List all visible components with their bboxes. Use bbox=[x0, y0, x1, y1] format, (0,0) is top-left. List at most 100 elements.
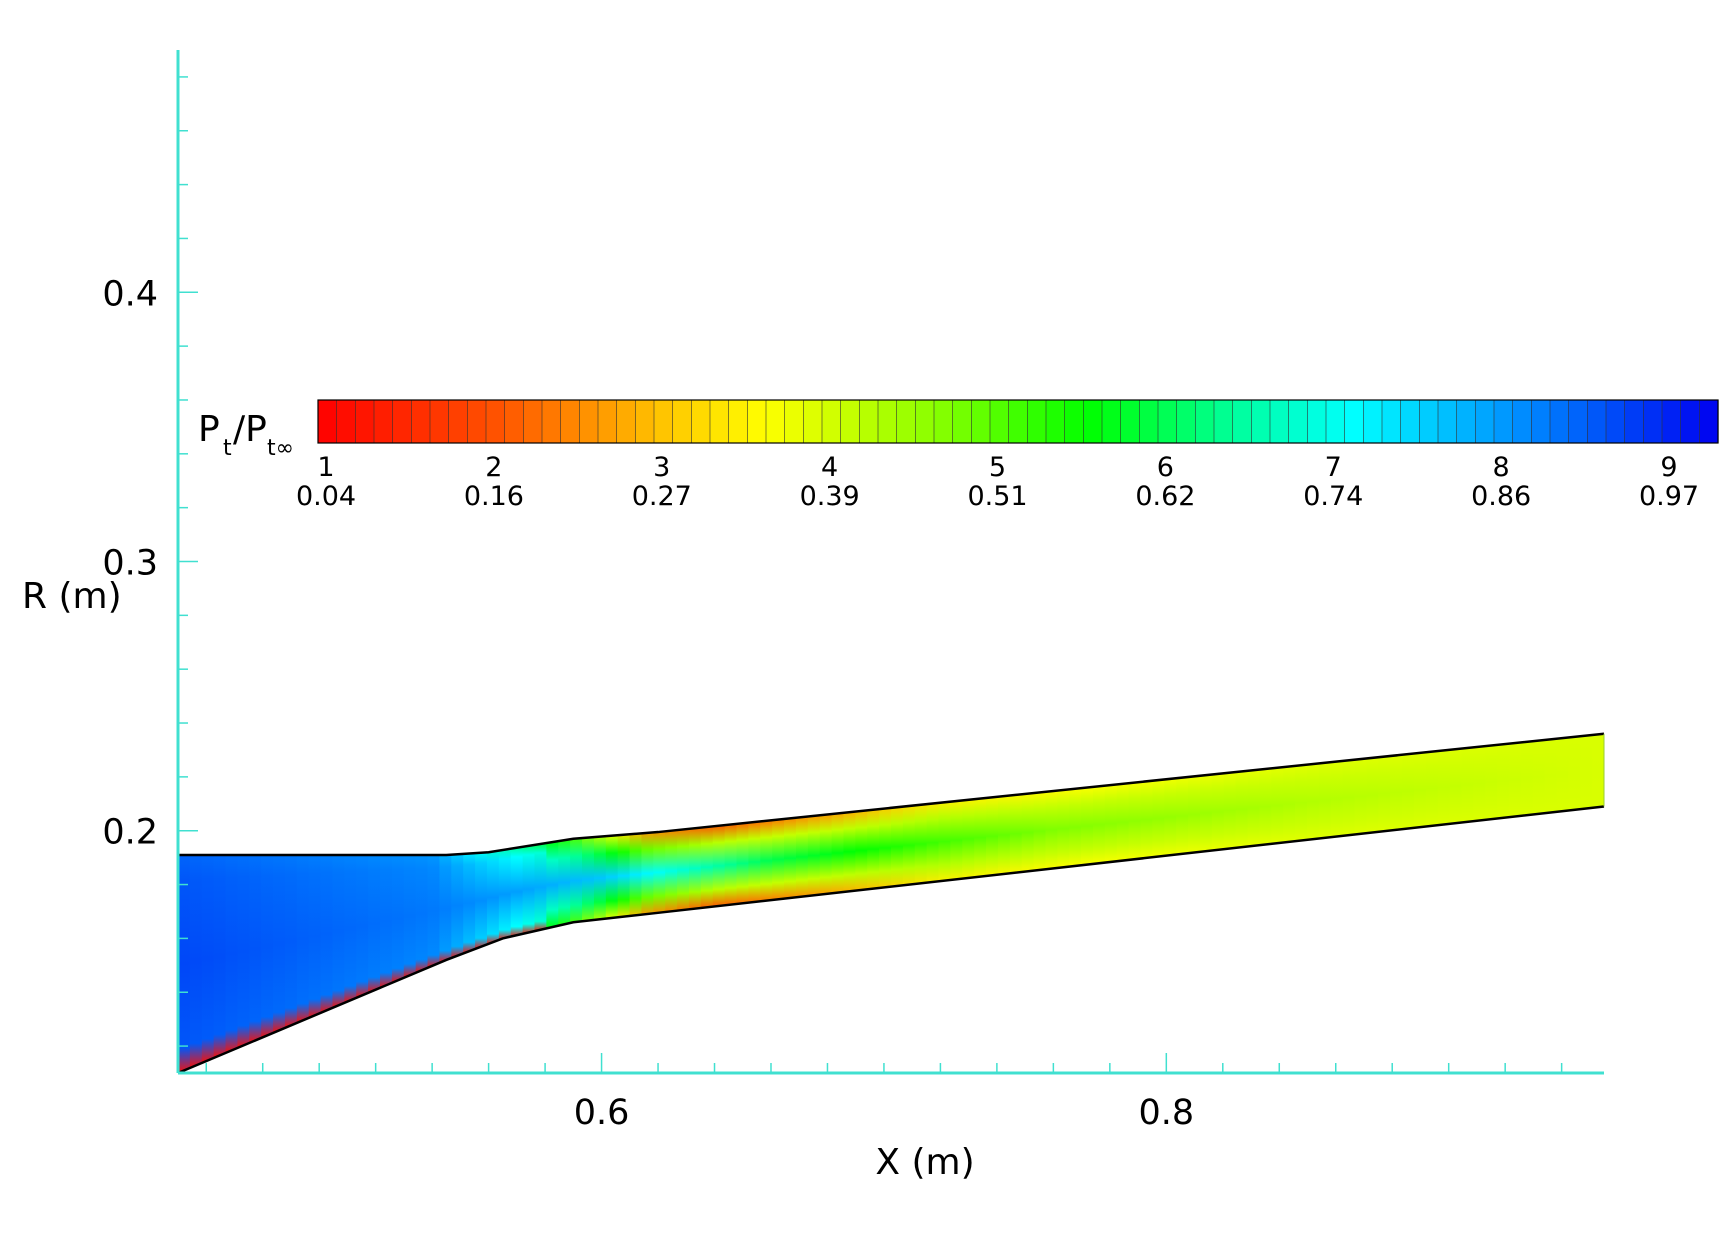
colorbar-cell bbox=[765, 399, 786, 444]
field-strip bbox=[1449, 747, 1463, 825]
colorbar-cell bbox=[1643, 399, 1663, 444]
field-strip bbox=[617, 833, 631, 919]
pressure-field bbox=[178, 733, 1604, 1073]
colorbar-cell bbox=[1549, 399, 1570, 444]
y-axis-title: R (m) bbox=[22, 576, 122, 617]
field-strip bbox=[296, 853, 310, 1024]
colorbar-cell bbox=[1419, 399, 1439, 444]
colorbar-title-main: P bbox=[198, 409, 220, 450]
field-strip bbox=[891, 805, 905, 888]
colorbar-cell bbox=[467, 399, 487, 444]
field-strip bbox=[1199, 773, 1214, 853]
colorbar-cell bbox=[392, 399, 412, 444]
colorbar-cell bbox=[485, 399, 506, 444]
x-tick-label: 0.8 bbox=[1138, 1093, 1194, 1133]
colorbar-cell bbox=[1381, 399, 1402, 444]
field-strip bbox=[570, 837, 584, 924]
colorbar-title-sub2: t∞ bbox=[267, 436, 294, 461]
colorbar-value-label: 0.27 bbox=[632, 481, 692, 512]
colorbar-cell bbox=[709, 399, 730, 444]
field-strip bbox=[1188, 774, 1202, 855]
colorbar-cell bbox=[672, 399, 692, 444]
colorbar-cell bbox=[597, 399, 618, 444]
field-strip bbox=[700, 825, 714, 910]
field-strip bbox=[1104, 783, 1118, 864]
colorbar-frame bbox=[317, 399, 1719, 444]
field-strip bbox=[724, 822, 738, 907]
field-strip bbox=[380, 853, 394, 989]
colorbar-cell bbox=[429, 399, 450, 444]
field-strip bbox=[1437, 748, 1451, 827]
field-strip bbox=[284, 853, 299, 1029]
field-strip bbox=[748, 820, 762, 904]
colorbar-value-label: 0.16 bbox=[464, 481, 524, 512]
field-strip bbox=[712, 824, 726, 908]
field-strip bbox=[498, 847, 512, 941]
colorbar-cell bbox=[1195, 399, 1215, 444]
field-strip bbox=[356, 853, 370, 999]
colorbar-cell bbox=[1661, 399, 1682, 444]
field-strip bbox=[1366, 756, 1380, 835]
field-strip bbox=[1211, 772, 1225, 852]
field-strip bbox=[1045, 789, 1059, 871]
field-strip bbox=[760, 819, 774, 903]
field-strip bbox=[1009, 793, 1023, 875]
field-strip bbox=[261, 853, 275, 1039]
field-strip bbox=[415, 853, 429, 974]
field-strip bbox=[439, 853, 453, 964]
field-strip bbox=[1259, 767, 1273, 847]
field-strip bbox=[593, 835, 607, 921]
field-strip bbox=[1390, 753, 1404, 832]
field-strip bbox=[1520, 740, 1534, 817]
field-strip bbox=[867, 808, 881, 891]
field-strip bbox=[1081, 785, 1095, 867]
colorbar-value-label: 0.04 bbox=[296, 481, 356, 512]
field-strip bbox=[1461, 746, 1475, 824]
field-strip bbox=[926, 801, 940, 884]
colorbar-value-label: 0.74 bbox=[1303, 481, 1363, 512]
colorbar-cell bbox=[1027, 399, 1047, 444]
field-strip bbox=[641, 831, 655, 916]
colorbar-title: P t /P t∞ bbox=[198, 409, 294, 461]
field-strip bbox=[1235, 769, 1249, 849]
field-strip bbox=[403, 853, 417, 979]
field-strip bbox=[1330, 759, 1344, 839]
colorbar-cell bbox=[504, 399, 524, 444]
colorbar-cell bbox=[877, 399, 898, 444]
colorbar-cell bbox=[803, 399, 823, 444]
field-strip bbox=[1485, 743, 1499, 821]
x-axis-title: X (m) bbox=[875, 1142, 974, 1183]
field-strip bbox=[308, 853, 322, 1019]
field-strip bbox=[1401, 752, 1416, 831]
field-strip bbox=[819, 813, 833, 896]
colorbar-level-label: 4 bbox=[821, 452, 838, 483]
colorbar-cell bbox=[1512, 399, 1532, 444]
field-strip bbox=[522, 843, 536, 935]
field-strip bbox=[688, 826, 703, 911]
field-strip bbox=[938, 800, 952, 883]
lower-wall-line bbox=[177, 805, 1605, 1075]
field-strip bbox=[1247, 768, 1261, 848]
colorbar-cell bbox=[1344, 399, 1364, 444]
colorbar-cell bbox=[1269, 399, 1290, 444]
colorbar-value-label: 0.39 bbox=[800, 481, 860, 512]
field-strip bbox=[974, 796, 988, 879]
field-strip bbox=[1425, 750, 1439, 828]
field-strip bbox=[997, 794, 1012, 876]
field-strip bbox=[950, 799, 964, 881]
field-strip bbox=[1152, 778, 1166, 859]
field-strip bbox=[1544, 737, 1558, 815]
colorbar-level-label: 8 bbox=[1493, 452, 1510, 483]
colorbar-cell bbox=[1064, 399, 1084, 444]
colorbar-title-mid: /P bbox=[233, 409, 267, 450]
x-tick-label: 0.6 bbox=[574, 1093, 630, 1133]
colorbar-cell bbox=[616, 399, 636, 444]
field-strip bbox=[1556, 736, 1570, 813]
field-strip bbox=[451, 852, 465, 960]
field-strip bbox=[1378, 755, 1392, 833]
field-strip bbox=[772, 817, 786, 901]
colorbar-level-label: 3 bbox=[653, 452, 670, 483]
field-strip bbox=[534, 842, 548, 933]
colorbar-cell bbox=[896, 399, 916, 444]
field-strip bbox=[558, 838, 572, 927]
